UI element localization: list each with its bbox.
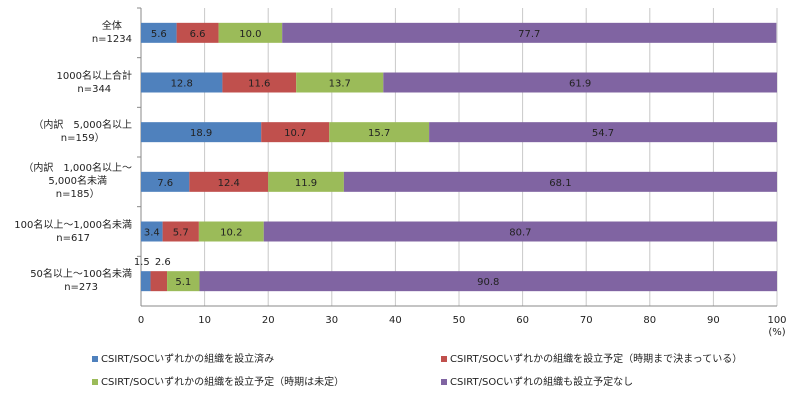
data-label: 5.6 xyxy=(151,29,167,40)
bar-segment xyxy=(141,271,151,292)
bar-segment xyxy=(176,22,219,43)
category-label: 50名以上～100名未満 n=273 xyxy=(30,268,132,294)
data-label: 10.2 xyxy=(220,228,242,239)
data-label: 6.6 xyxy=(190,29,206,40)
x-tick-label: 50 xyxy=(453,315,466,326)
x-tick-label: 10 xyxy=(198,315,211,326)
bar-segment xyxy=(198,221,264,242)
bar-segment xyxy=(167,271,200,292)
bar-segment xyxy=(329,122,430,143)
x-unit-label: (%) xyxy=(768,327,785,338)
legend-swatch xyxy=(92,379,98,385)
data-label: 90.8 xyxy=(477,277,499,288)
bar-segment xyxy=(222,72,297,93)
category-label-line: n=273 xyxy=(64,282,98,294)
x-tick-label: 70 xyxy=(580,315,593,326)
legend-item: CSIRT/SOCいずれの組織も設立予定なし xyxy=(441,373,633,388)
bar-segment xyxy=(141,221,163,242)
data-label: 12.8 xyxy=(171,79,193,90)
bar-segment xyxy=(199,271,778,292)
bar-segment xyxy=(296,72,384,93)
data-label: 61.9 xyxy=(569,79,591,90)
x-tick-label: 20 xyxy=(262,315,275,326)
category-label-line: 5,000名未満 xyxy=(48,176,107,188)
x-tick-label: 30 xyxy=(325,315,338,326)
category-label: 100名以上～1,000名未満 n=617 xyxy=(14,219,132,245)
category-label-line: （内訳 1,000名以上～ xyxy=(23,163,132,175)
category-label-line: 50名以上～100名未満 xyxy=(30,269,132,281)
data-label: 11.9 xyxy=(295,178,317,189)
category-label-line: n=1234 xyxy=(91,33,132,45)
bar-segment xyxy=(218,22,283,43)
data-label: 68.1 xyxy=(549,178,571,189)
legend-swatch xyxy=(441,356,447,362)
category-label: 1000名以上合計 n=344 xyxy=(57,70,132,96)
category-label-line: n=185） xyxy=(55,189,100,201)
bar-segment xyxy=(141,72,223,93)
category-label-line: 100名以上～1,000名未満 xyxy=(14,219,132,231)
data-label: 77.7 xyxy=(518,29,540,40)
bar-segment xyxy=(263,221,777,242)
data-label: 15.7 xyxy=(368,128,390,139)
category-label-line: 1000名以上合計 xyxy=(56,70,132,82)
legend-item: CSIRT/SOCいずれかの組織を設立済み xyxy=(92,350,274,365)
bar-segment xyxy=(268,171,344,192)
category-label-line: n=617 xyxy=(56,232,91,244)
category-label-line: n=344 xyxy=(77,83,112,95)
data-label: 2.6 xyxy=(155,257,171,268)
x-tick-label: 90 xyxy=(707,315,720,326)
data-label: 1.5 xyxy=(134,257,150,268)
legend-label: CSIRT/SOCいずれかの組織を設立予定（時期まで決まっている） xyxy=(450,354,743,365)
legend-label: CSIRT/SOCいずれの組織も設立予定なし xyxy=(450,377,634,388)
bar-segment xyxy=(162,221,199,242)
legend-label: CSIRT/SOCいずれかの組織を設立予定（時期は未定） xyxy=(101,377,345,388)
bar-segment xyxy=(343,171,777,192)
legend-swatch xyxy=(441,379,447,385)
bar-segment xyxy=(141,22,177,43)
data-label: 7.6 xyxy=(157,178,173,189)
legend-swatch xyxy=(92,356,98,362)
x-tick-label: 40 xyxy=(389,315,402,326)
data-label: 80.7 xyxy=(509,228,531,239)
data-label: 5.1 xyxy=(175,277,191,288)
category-label: （内訳 5,000名以上 n=159） xyxy=(33,119,132,145)
bar-segment xyxy=(141,122,262,143)
data-label: 54.7 xyxy=(592,128,614,139)
bar-segment xyxy=(189,171,269,192)
data-label: 10.7 xyxy=(284,128,306,139)
legend-label: CSIRT/SOCいずれかの組織を設立済み xyxy=(101,354,275,365)
data-label: 18.9 xyxy=(190,128,212,139)
data-label: 3.4 xyxy=(144,228,160,239)
data-label: 5.7 xyxy=(173,228,189,239)
x-tick-label: 60 xyxy=(516,315,529,326)
x-tick-label: 80 xyxy=(643,315,656,326)
category-label-line: 全体 xyxy=(101,20,122,32)
data-label: 10.0 xyxy=(239,29,261,40)
bar-segment xyxy=(429,122,777,143)
x-tick-label: 100 xyxy=(767,315,786,326)
legend-item: CSIRT/SOCいずれかの組織を設立予定（時期まで決まっている） xyxy=(441,350,742,365)
bar-segment xyxy=(141,171,190,192)
data-label: 12.4 xyxy=(218,178,240,189)
data-label: 11.6 xyxy=(248,79,270,90)
category-label: （内訳 1,000名以上～ 5,000名未満 n=185） xyxy=(23,162,132,201)
category-label: 全体 n=1234 xyxy=(92,20,132,46)
bar-segment xyxy=(282,22,777,43)
bar-segment xyxy=(261,122,330,143)
x-tick-label: 0 xyxy=(138,315,144,326)
category-label-line: n=159） xyxy=(60,133,105,145)
category-label-line: （内訳 5,000名以上 xyxy=(33,120,132,132)
bar-segment xyxy=(383,72,777,93)
bar-segment xyxy=(150,271,168,292)
data-label: 13.7 xyxy=(329,79,351,90)
legend-item: CSIRT/SOCいずれかの組織を設立予定（時期は未定） xyxy=(92,373,344,388)
